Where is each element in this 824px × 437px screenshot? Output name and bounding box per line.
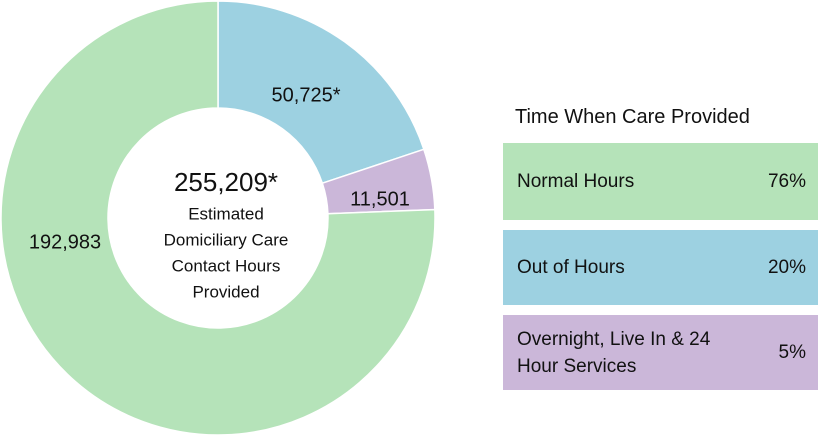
center-label: Domiciliary Care [164, 230, 289, 249]
donut-slice [217, 0, 425, 185]
center-label: Estimated [188, 204, 264, 223]
legend: Time When Care Provided Normal Hours 76% O… [503, 100, 818, 400]
center-value: 255,209* [174, 167, 278, 197]
legend-label: Normal Hours [517, 171, 635, 192]
donut-chart: 50,725* 11,501 192,983 255,209* Estimated Dom… [0, 0, 436, 436]
legend-label: Out of Hours [517, 257, 625, 278]
center-label: Contact Hours [172, 256, 281, 275]
slice-label: 50,725* [272, 84, 341, 106]
center-label: Provided [192, 282, 259, 301]
donut-slice [0, 0, 436, 436]
legend-row: Overnight, Live In & 24 Hour Services 5% [503, 315, 818, 390]
slice-label: 11,501 [350, 188, 410, 210]
legend-row: Out of Hours 20% [503, 230, 818, 305]
legend-share: 5% [778, 341, 806, 363]
slice-label: 192,983 [29, 231, 101, 253]
legend-label: Overnight, Live In & 24 Hour Services [517, 328, 711, 377]
legend-share: 20% [767, 256, 806, 278]
legend-title: Time When Care Provided [515, 106, 750, 128]
legend-share: 76% [767, 170, 806, 192]
legend-row: Normal Hours 76% [503, 143, 818, 220]
